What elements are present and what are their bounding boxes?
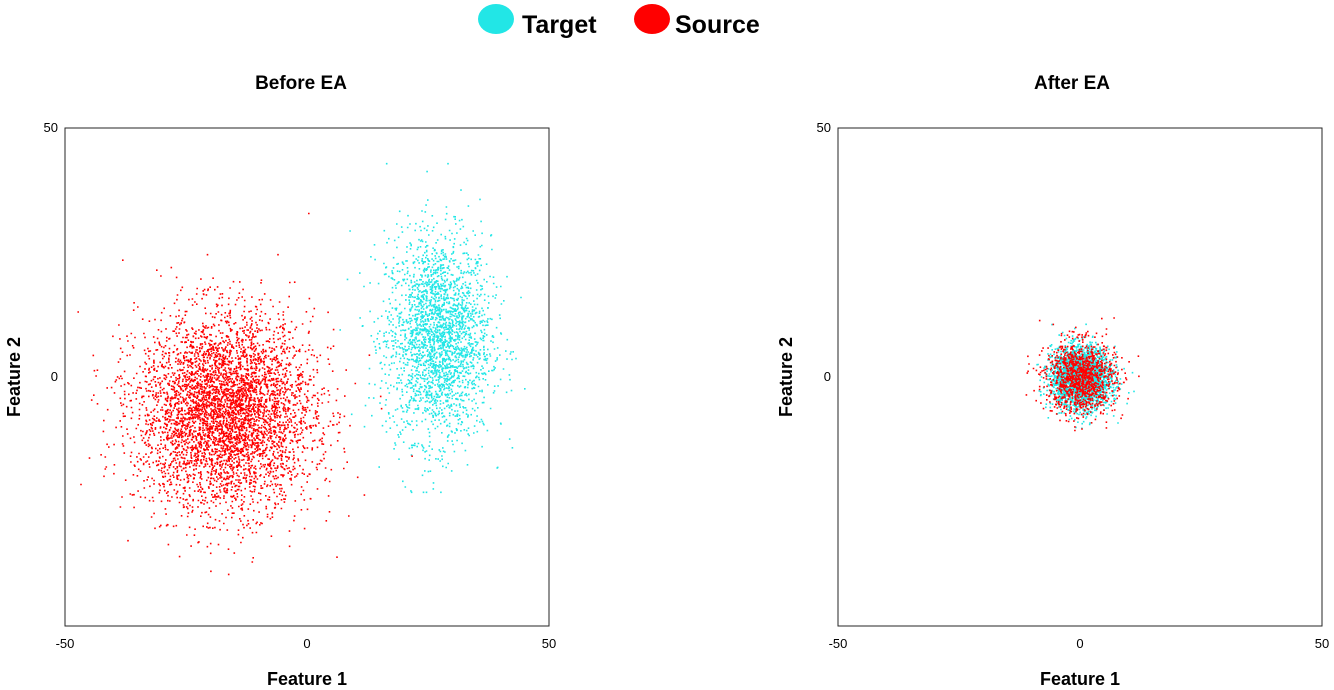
chart-before-title: Before EA bbox=[255, 73, 347, 94]
legend-target-label: Target bbox=[522, 11, 597, 39]
chart-after-points bbox=[1025, 317, 1140, 432]
chart-after-ea: After EA -50 0 50 50 0 Feature 1 Feature… bbox=[776, 73, 1329, 689]
chart-after-plot-frame bbox=[837, 127, 1323, 627]
chart-before-plot-frame bbox=[64, 127, 550, 627]
chart-before-ea: Before EA -50 0 50 50 0 Feature 1 Featur… bbox=[4, 73, 556, 689]
chart-before-xtick-label: 50 bbox=[542, 636, 556, 651]
chart-before-ylabel: Feature 2 bbox=[4, 337, 24, 417]
chart-before-xtick-label: 0 bbox=[303, 636, 310, 651]
chart-before-xlabel: Feature 1 bbox=[267, 669, 347, 689]
series-source-points bbox=[1025, 317, 1140, 432]
series-source-points bbox=[77, 212, 413, 576]
legend: Target Source bbox=[478, 4, 760, 39]
chart-after-ytick-label: 0 bbox=[824, 369, 831, 384]
chart-before-ytick-label: 0 bbox=[51, 369, 58, 384]
chart-after-xtick-label: 50 bbox=[1315, 636, 1329, 651]
legend-target-marker bbox=[478, 4, 514, 34]
chart-after-ylabel: Feature 2 bbox=[776, 337, 796, 417]
series-target-points bbox=[339, 162, 526, 494]
scatter-point-cloud-target bbox=[339, 162, 526, 494]
chart-after-title: After EA bbox=[1034, 73, 1110, 94]
chart-after-xlabel: Feature 1 bbox=[1040, 669, 1120, 689]
chart-after-xtick-label: 0 bbox=[1076, 636, 1083, 651]
scatter-point-cloud-source bbox=[1025, 317, 1140, 432]
legend-source-marker bbox=[634, 4, 670, 34]
chart-before-xtick-label: -50 bbox=[56, 636, 75, 651]
chart-after-xtick-label: -50 bbox=[829, 636, 848, 651]
chart-after-ytick-label: 50 bbox=[817, 120, 831, 135]
legend-source-label: Source bbox=[675, 11, 760, 39]
chart-before-ytick-label: 50 bbox=[44, 120, 58, 135]
chart-before-points bbox=[77, 162, 526, 576]
scatter-point-cloud-source bbox=[77, 212, 413, 576]
